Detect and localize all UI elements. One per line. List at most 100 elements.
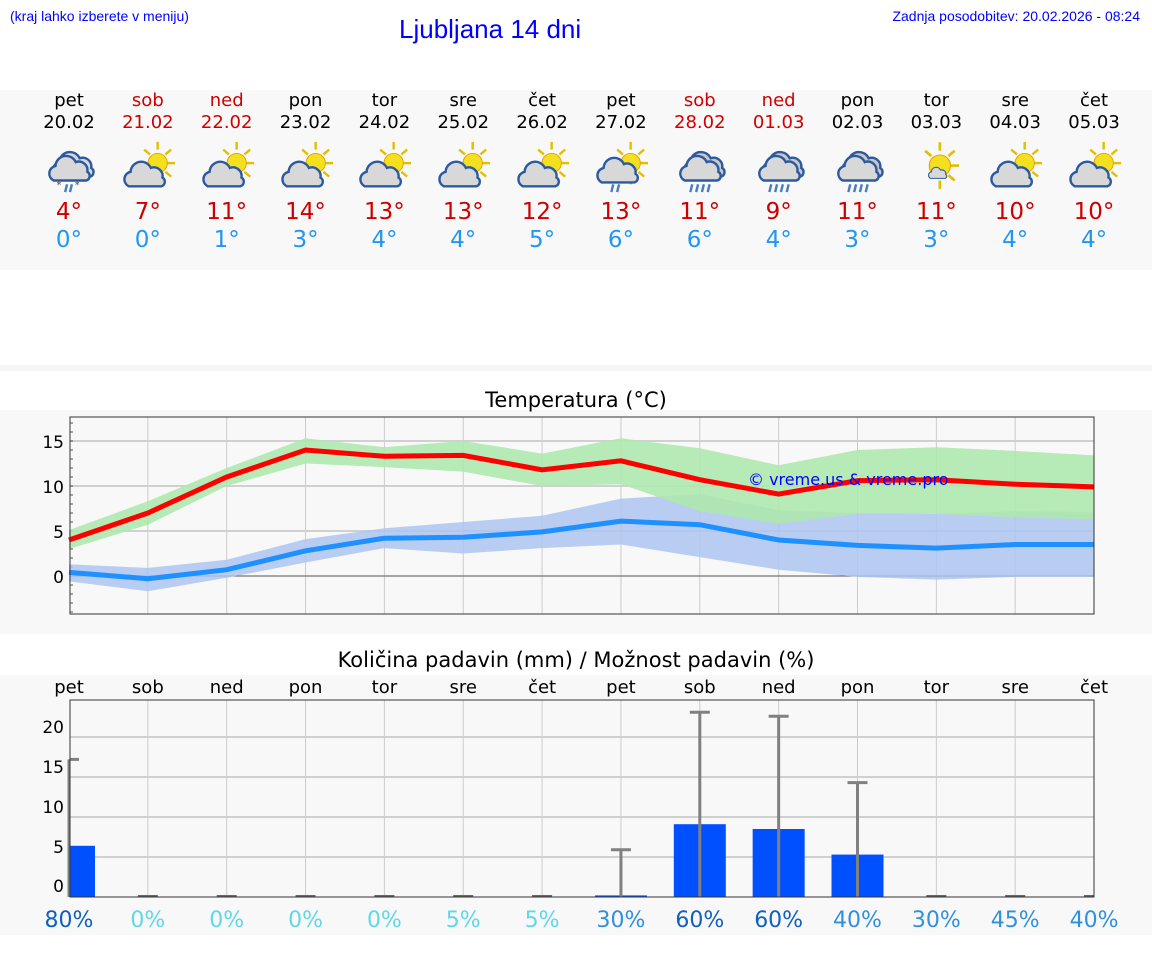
precipitation-chart-title: Količina padavin (mm) / Možnost padavin …: [337, 648, 815, 672]
y-tick-label: 15: [42, 433, 64, 453]
day-forecast: sob 21.02 7° 0°: [109, 90, 187, 254]
min-temp: 1°: [213, 227, 240, 253]
day-name: pon: [288, 90, 323, 111]
min-temp: 3°: [292, 227, 319, 253]
precip-probability: 40%: [1070, 908, 1119, 933]
min-temp: 3°: [923, 227, 950, 253]
temperature-chart: 0 5 10 15 © vreme.us & vreme.pro: [42, 416, 1095, 615]
min-temp: 4°: [765, 227, 792, 253]
day-forecast: ned 01.03 9° 4°: [740, 90, 818, 254]
precip-probability: 0%: [288, 908, 323, 933]
x-day-label: čet: [528, 677, 556, 698]
plot-area: [70, 700, 1094, 897]
day-forecast: pon 23.02 14° 3°: [267, 90, 345, 254]
day-forecast: pet 27.02 13° 6°: [582, 90, 660, 254]
day-name: sob: [683, 90, 716, 111]
day-date: 01.03: [752, 112, 805, 133]
precip-probability: 40%: [833, 908, 882, 933]
x-day-label: pet: [606, 677, 636, 698]
day-name: pet: [606, 90, 636, 111]
day-date: 26.02: [516, 112, 568, 133]
day-name: pon: [840, 90, 875, 111]
day-date: 22.02: [200, 112, 253, 133]
min-temp: 5°: [529, 227, 556, 253]
x-day-label: pet: [54, 677, 84, 698]
precipitation-chart: 0 5 10 15 20 pet sob ned pon tor sre čet pet sob ned po…: [42, 677, 1119, 933]
precip-probability: 5%: [446, 908, 481, 933]
min-temp: 3°: [844, 227, 871, 253]
x-day-label: sre: [1001, 677, 1028, 698]
watermark: © vreme.us & vreme.pro: [748, 470, 949, 489]
x-day-label: sob: [684, 677, 716, 698]
min-temp: 4°: [450, 227, 477, 253]
precip-probability: 60%: [754, 908, 803, 933]
partly-cloudy-icon: [1069, 141, 1122, 188]
day-name: čet: [1080, 90, 1109, 111]
temperature-chart-title: Temperatura (°C): [485, 388, 667, 412]
x-day-label: pon: [289, 677, 323, 698]
day-name: sre: [1001, 90, 1029, 111]
max-temp: 7°: [134, 199, 161, 225]
rain-cloud-icon: [836, 150, 884, 193]
day-date: 27.02: [595, 112, 647, 133]
y-tick-label: 5: [53, 838, 64, 858]
sunny-small-cloud-icon: [924, 142, 960, 189]
day-date: 02.03: [831, 112, 884, 133]
day-forecast: pet 20.02 * * 4° 0°: [30, 90, 108, 254]
partly-cloudy-icon: [280, 141, 333, 188]
day-date: 03.03: [910, 112, 963, 133]
precip-probability: 30%: [912, 908, 961, 933]
max-temp-line: [68, 447, 1095, 543]
precip-probability: 45%: [991, 908, 1040, 933]
precip-probability: 0%: [130, 908, 165, 933]
day-forecast: sre 04.03 10° 4°: [976, 90, 1054, 254]
day-name: ned: [761, 90, 796, 111]
max-temp-range-band: [69, 438, 1095, 549]
min-temp-line: [68, 518, 1095, 582]
day-forecast: sre 25.02 13° 4°: [424, 90, 502, 254]
min-temp: 6°: [686, 227, 713, 253]
y-tick-label: 15: [42, 758, 64, 778]
min-temp-range-band: [69, 494, 1095, 592]
min-temp: 0°: [55, 227, 83, 253]
partly-cloudy-icon: [359, 141, 412, 188]
day-forecast: pon 02.03 11° 3°: [819, 90, 897, 254]
max-temp: 14°: [285, 199, 326, 225]
partly-cloudy-icon: [123, 141, 175, 188]
x-day-label: sob: [132, 677, 164, 698]
y-tick-label: 5: [53, 523, 64, 543]
day-forecast: tor 03.03 11° 3°: [897, 90, 975, 254]
y-tick-label: 10: [42, 798, 64, 818]
partly-cloudy-icon: [517, 141, 570, 188]
x-day-label: ned: [762, 677, 796, 698]
x-day-label: čet: [1080, 677, 1108, 698]
max-temp: 10°: [1073, 199, 1115, 225]
day-name: tor: [923, 90, 950, 111]
x-day-label: ned: [210, 677, 244, 698]
day-date: 21.02: [122, 112, 174, 133]
max-temp: 13°: [442, 199, 484, 225]
day-forecast: ned 22.02 11° 1°: [188, 90, 266, 254]
max-temp: 10°: [994, 199, 1036, 225]
partly-cloudy-icon: [201, 141, 254, 188]
max-temp: 11°: [915, 199, 957, 225]
y-tick-label: 0: [53, 877, 64, 897]
day-name: ned: [209, 90, 244, 111]
location-menu-hint: (kraj lahko izberete v meniju): [10, 8, 189, 24]
precip-probability: 30%: [596, 908, 645, 933]
page-title: Ljubljana 14 dni: [399, 14, 582, 44]
day-date: 25.02: [437, 112, 490, 133]
day-name: sre: [449, 90, 477, 111]
max-temp: 13°: [364, 199, 405, 225]
min-temp: 0°: [134, 227, 161, 253]
max-temp: 11°: [837, 199, 878, 225]
sun-cloud-rain-icon: [596, 141, 648, 193]
day-forecast: čet 05.03 10° 4°: [1055, 90, 1133, 254]
max-temp: 11°: [206, 199, 248, 225]
plot-border: [69, 699, 1095, 898]
max-temp: 9°: [765, 199, 792, 225]
last-updated: Zadnja posodobitev: 20.02.2026 - 08:24: [892, 8, 1140, 24]
min-temp: 4°: [1080, 227, 1108, 253]
day-forecast: sob 28.02 11° 6°: [661, 90, 739, 254]
min-temp: 4°: [1002, 227, 1029, 253]
